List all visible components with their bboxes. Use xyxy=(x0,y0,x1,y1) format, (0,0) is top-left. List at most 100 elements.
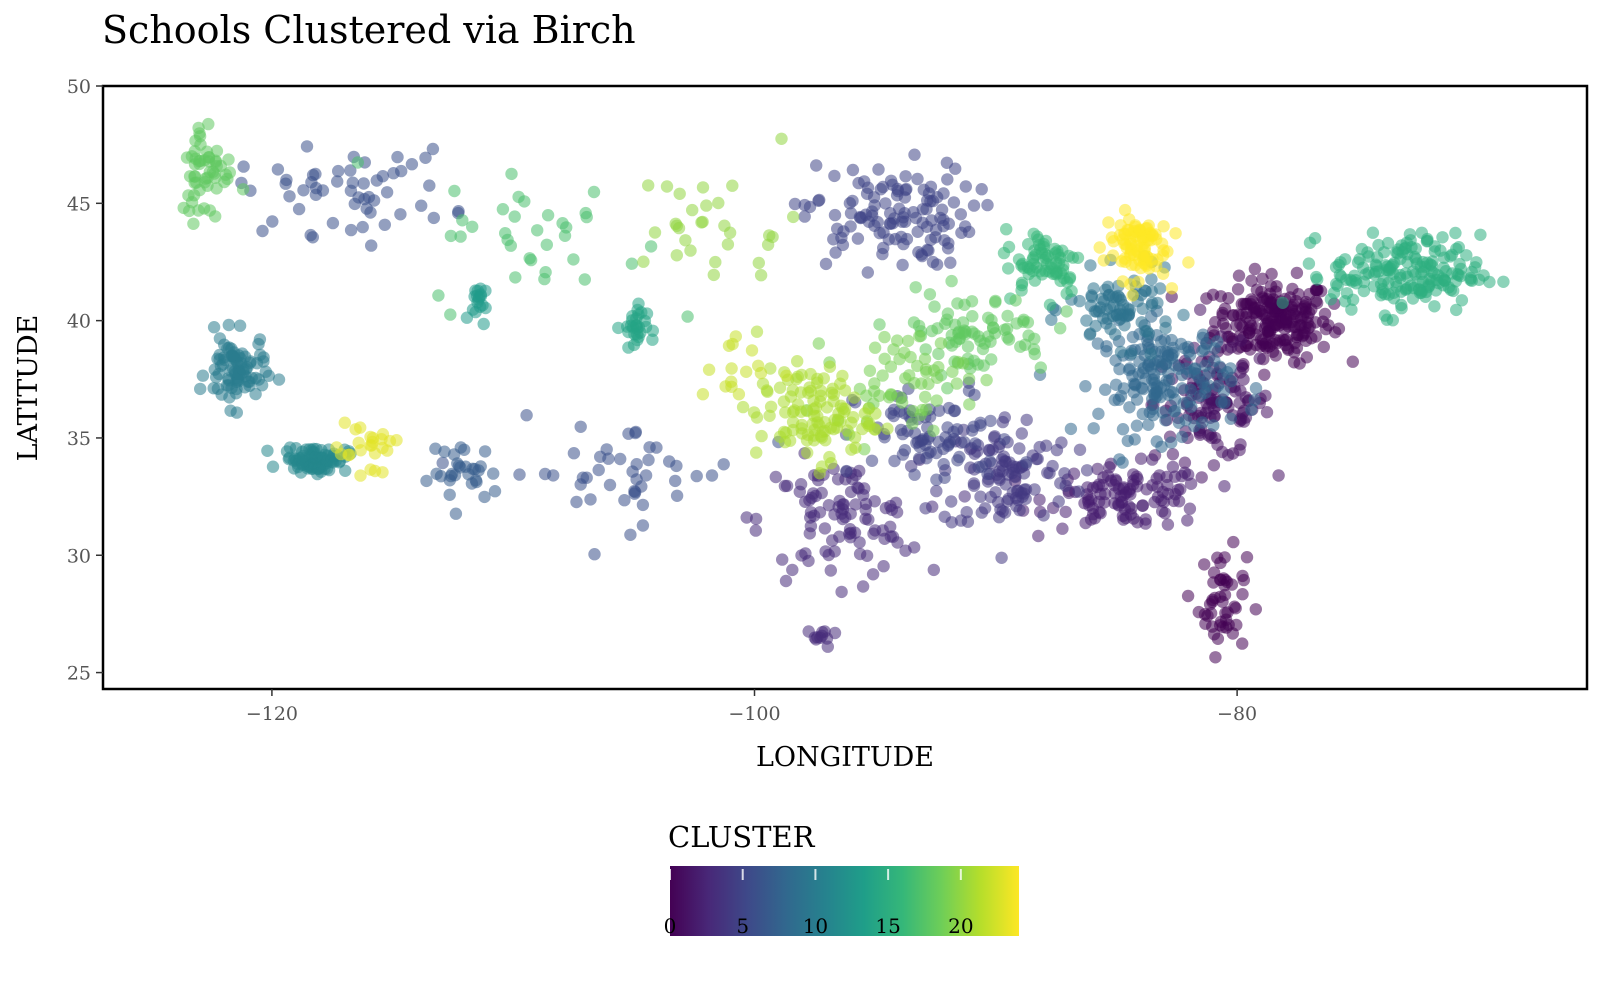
data-point xyxy=(791,370,804,383)
data-point xyxy=(1105,231,1119,244)
data-point xyxy=(207,321,221,334)
data-point xyxy=(518,195,531,208)
data-point xyxy=(636,519,650,532)
data-point xyxy=(1020,413,1033,427)
data-point xyxy=(1159,414,1172,427)
data-point xyxy=(798,210,811,223)
data-point xyxy=(458,443,471,456)
data-point xyxy=(556,217,569,230)
data-point xyxy=(1298,321,1312,334)
data-point xyxy=(237,160,250,173)
data-point xyxy=(1055,436,1068,449)
data-point xyxy=(1196,331,1209,345)
data-point xyxy=(1460,249,1473,262)
y-tick-label: 35 xyxy=(67,428,91,450)
data-point xyxy=(925,324,939,338)
data-point xyxy=(1142,418,1155,431)
y-tick-label: 45 xyxy=(67,193,91,215)
data-point xyxy=(587,185,601,199)
data-point xyxy=(1269,349,1283,362)
data-point xyxy=(927,563,940,577)
data-point xyxy=(1470,256,1483,269)
data-point xyxy=(579,206,592,220)
data-point xyxy=(1378,287,1392,301)
data-point xyxy=(1109,378,1123,391)
data-point xyxy=(1317,340,1331,354)
data-point xyxy=(1483,275,1496,289)
data-point xyxy=(824,564,837,577)
data-point xyxy=(252,337,265,351)
data-point xyxy=(736,400,750,414)
data-point xyxy=(618,494,631,507)
data-point xyxy=(1218,480,1231,493)
data-point xyxy=(1237,573,1251,587)
data-point xyxy=(1168,404,1182,418)
data-point xyxy=(849,441,862,454)
data-point xyxy=(747,406,761,419)
data-point xyxy=(230,406,243,419)
data-point xyxy=(1104,322,1117,336)
data-point xyxy=(911,359,924,373)
data-point xyxy=(297,184,310,197)
data-point xyxy=(958,298,971,311)
data-point xyxy=(1126,289,1139,302)
data-point xyxy=(478,445,492,458)
data-point xyxy=(663,455,676,468)
data-point xyxy=(1032,529,1045,543)
data-point xyxy=(838,384,852,397)
data-point xyxy=(906,417,919,430)
data-point xyxy=(1356,261,1370,274)
data-point xyxy=(574,478,587,491)
data-point xyxy=(1140,230,1153,243)
data-point xyxy=(773,381,787,394)
data-point xyxy=(1140,325,1154,338)
data-point xyxy=(997,246,1011,260)
data-point xyxy=(946,365,959,378)
data-point xyxy=(778,479,792,493)
data-point xyxy=(848,391,861,404)
data-point xyxy=(504,239,517,252)
data-point xyxy=(679,234,692,247)
data-point xyxy=(1183,395,1196,408)
data-point xyxy=(1310,270,1323,284)
data-point xyxy=(809,489,822,503)
data-point xyxy=(304,228,317,242)
data-point xyxy=(911,172,924,186)
data-point xyxy=(1219,606,1232,620)
data-point xyxy=(670,219,683,232)
data-point xyxy=(1009,294,1022,307)
data-point xyxy=(1280,312,1293,325)
data-point xyxy=(893,352,906,366)
data-point xyxy=(822,499,836,512)
data-point xyxy=(236,183,250,196)
data-point xyxy=(1293,357,1306,370)
data-point xyxy=(1144,347,1157,361)
data-point xyxy=(775,132,788,145)
data-point xyxy=(933,404,946,417)
data-point xyxy=(477,317,490,331)
data-point xyxy=(754,366,768,380)
data-point xyxy=(1073,294,1086,308)
data-point xyxy=(574,420,587,433)
data-point xyxy=(878,352,891,365)
data-point xyxy=(1175,469,1188,483)
data-point xyxy=(1413,283,1426,296)
data-point xyxy=(752,256,765,270)
data-point xyxy=(1103,288,1116,302)
data-point xyxy=(1249,301,1263,314)
data-point xyxy=(210,371,223,384)
data-point xyxy=(1340,273,1353,286)
data-point xyxy=(966,424,979,437)
data-point xyxy=(1181,589,1195,603)
data-point xyxy=(1428,300,1441,313)
data-point xyxy=(891,536,904,549)
data-point xyxy=(513,468,526,481)
data-point xyxy=(1031,230,1044,243)
data-point xyxy=(603,478,617,492)
data-point xyxy=(859,503,872,516)
data-point xyxy=(541,209,555,222)
data-point xyxy=(861,266,874,279)
data-point xyxy=(381,444,394,457)
data-point xyxy=(980,373,993,387)
x-axis-title: LONGITUDE xyxy=(756,742,934,773)
